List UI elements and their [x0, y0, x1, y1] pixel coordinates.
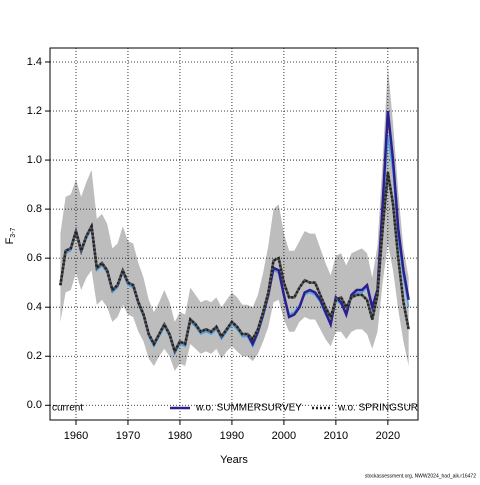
x-tick-label: 1990	[220, 430, 244, 442]
y-axis-label: F3-7	[4, 227, 17, 244]
y-tick-label: 0.8	[27, 203, 42, 215]
y-label-f: F	[4, 237, 16, 244]
x-tick-label: 2000	[272, 430, 296, 442]
plot-area: current w.o. SUMMERSURVEY w.o. SPRINGSURVE…	[50, 48, 438, 420]
y-tick-label: 0.0	[27, 399, 42, 411]
x-tick-label: 2010	[324, 430, 348, 442]
legend-label: current	[52, 403, 83, 414]
x-axis-label: Years	[220, 454, 248, 466]
y-tick-label: 0.6	[27, 252, 42, 264]
y-axis-label-main: F3-7	[4, 227, 17, 244]
footer: stockassessment.org, NWW2024_had_aik.r16…	[365, 473, 476, 479]
y-tick-label: 0.4	[27, 301, 42, 313]
legend-label: w.o. SPRINGSURVEY	[337, 403, 438, 414]
legend-label: w.o. SUMMERSURVEY	[195, 403, 302, 414]
plot-frame	[49, 47, 419, 421]
y-tick-label: 1.2	[27, 105, 42, 117]
x-tick-label: 1980	[168, 430, 192, 442]
y-tick-label: 0.2	[27, 350, 42, 362]
y-tick-label: 1.0	[27, 154, 42, 166]
x-tick-label: 2020	[376, 430, 400, 442]
x-tick-label: 1960	[64, 430, 88, 442]
x-tick-label: 1970	[116, 430, 140, 442]
y-label-sub: 3-7	[10, 227, 17, 237]
y-tick-label: 1.4	[27, 56, 42, 68]
series-line	[59, 172, 410, 355]
